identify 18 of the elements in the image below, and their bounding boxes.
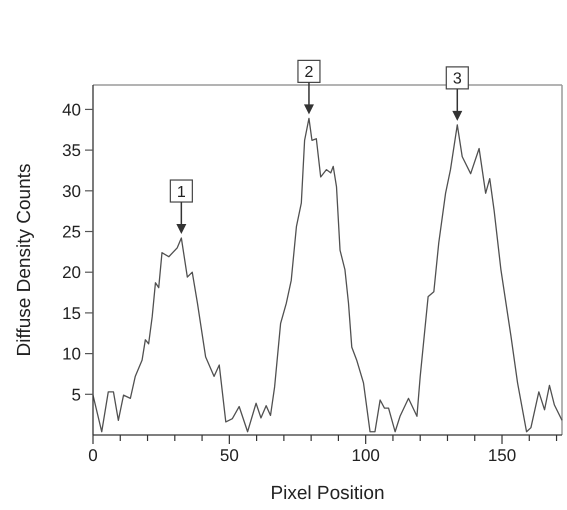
annotation: 2 <box>304 64 314 82</box>
y-axis-title: Diffuse Density Counts <box>14 164 35 356</box>
y-tick-label: 30 <box>62 182 81 201</box>
x-axis-title: Pixel Position <box>270 483 385 504</box>
annotation: 3 <box>452 70 462 88</box>
x-tick-label: 100 <box>351 446 380 465</box>
y-tick-label: 15 <box>62 304 81 323</box>
y-tick-label: 10 <box>62 344 81 364</box>
x-tick-label: 150 <box>488 446 516 465</box>
y-tick-label: 20 <box>62 263 81 282</box>
y-tick-label: 35 <box>62 141 81 160</box>
line-series <box>92 118 563 432</box>
y-tick-label: 40 <box>62 100 81 120</box>
y-tick-label: 25 <box>62 222 81 242</box>
x-tick-label: 0 <box>88 446 98 465</box>
annotation: 1 <box>176 184 186 201</box>
x-tick-label: 50 <box>220 446 239 465</box>
y-tick-label: 5 <box>72 385 81 404</box>
